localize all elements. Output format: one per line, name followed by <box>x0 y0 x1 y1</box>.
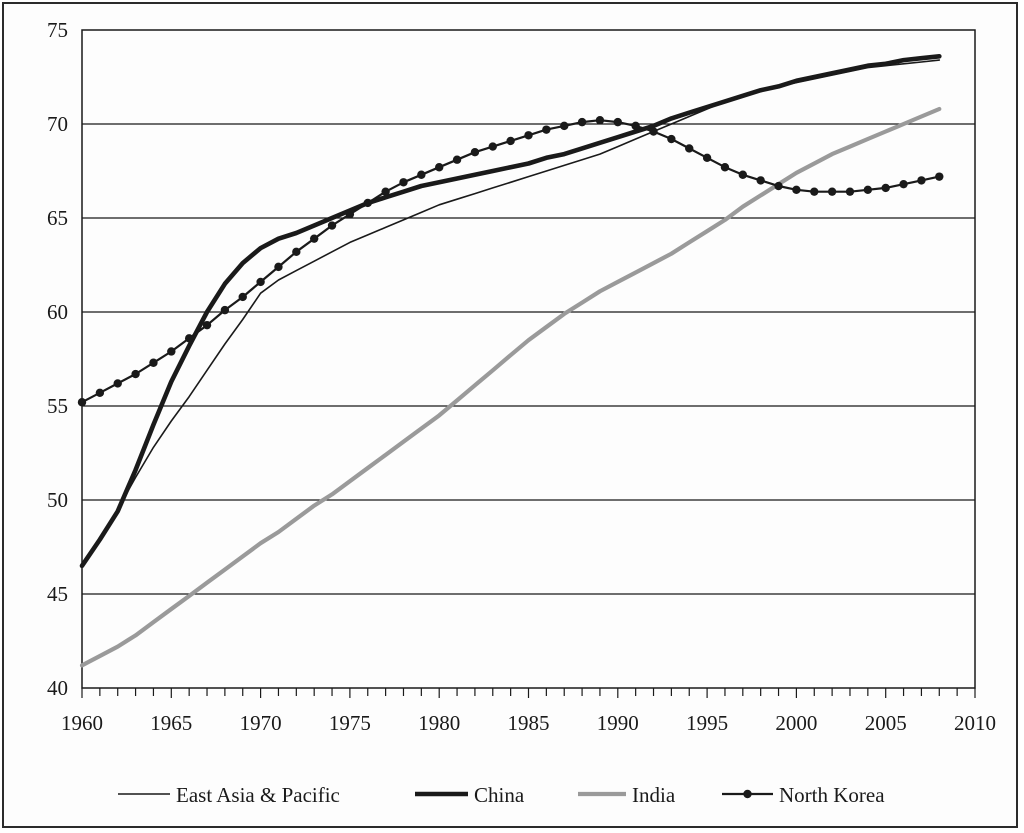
axis-ticks: 40 45 50 55 60 65 70 75 1960 1965 1970 1975 1980 1985… <box>47 18 996 735</box>
x-tick-label: 1980 <box>418 711 460 735</box>
data-point-north-korea <box>595 116 605 125</box>
data-point-north-korea <box>184 334 194 343</box>
data-point-north-korea <box>309 234 319 243</box>
data-point-north-korea <box>774 181 783 191</box>
data-point-north-korea <box>810 187 819 196</box>
data-point-north-korea <box>720 163 730 172</box>
data-point-north-korea <box>131 369 140 379</box>
data-point-north-korea <box>792 185 801 194</box>
data-point-north-korea <box>899 179 908 189</box>
y-tick-label: 45 <box>47 582 68 606</box>
x-tick-label: 1975 <box>329 711 371 735</box>
series-line-china <box>79 53 942 569</box>
data-point-north-korea <box>935 172 944 181</box>
data-point-north-korea <box>238 292 247 302</box>
plot-area <box>81 29 976 689</box>
data-point-north-korea <box>702 153 712 163</box>
data-point-north-korea <box>399 178 408 187</box>
data-point-north-korea <box>202 320 212 330</box>
data-point-north-korea <box>613 117 622 127</box>
series-line-india <box>79 106 942 668</box>
y-tick-label: 55 <box>47 394 68 418</box>
y-tick-label: 75 <box>47 18 68 42</box>
x-tick-label: 2005 <box>865 711 907 735</box>
x-tick-label: 1985 <box>508 711 550 735</box>
data-point-north-korea <box>417 170 426 179</box>
legend-label-india: India <box>632 783 676 807</box>
y-tick-label: 50 <box>47 488 68 512</box>
legend-label-north-korea: North Korea <box>779 783 885 807</box>
data-point-north-korea <box>256 277 265 287</box>
legend-marker-north-korea <box>743 789 752 799</box>
data-point-north-korea <box>77 398 87 407</box>
x-tick-label: 1960 <box>61 711 103 735</box>
data-point-north-korea <box>470 148 480 157</box>
x-tick-label: 2010 <box>954 711 996 735</box>
data-point-north-korea <box>917 176 926 185</box>
data-point-north-korea <box>488 142 497 151</box>
data-point-north-korea <box>292 247 301 257</box>
data-point-north-korea <box>827 187 837 196</box>
data-point-north-korea <box>560 121 569 131</box>
gridlines <box>82 123 975 595</box>
data-point-north-korea <box>220 305 230 315</box>
legend-label-china: China <box>474 783 525 807</box>
x-tick-label: 1965 <box>150 711 192 735</box>
legend-label-east-asia-pacific: East Asia & Pacific <box>176 783 340 807</box>
data-point-north-korea <box>631 121 640 131</box>
data-point-north-korea <box>542 125 551 134</box>
y-tick-label: 60 <box>47 300 68 324</box>
data-point-north-korea <box>345 210 355 219</box>
data-point-north-korea <box>667 134 676 144</box>
y-tick-label: 65 <box>47 206 68 230</box>
data-point-north-korea <box>95 388 105 398</box>
data-point-north-korea <box>167 347 176 356</box>
data-point-north-korea <box>381 187 390 196</box>
data-point-north-korea <box>274 262 283 272</box>
x-tick-label: 1995 <box>686 711 728 735</box>
data-point-north-korea <box>649 127 658 136</box>
series-line-north-korea <box>80 119 941 404</box>
data-point-north-korea <box>113 379 122 388</box>
x-tick-label: 1990 <box>597 711 639 735</box>
legend: East Asia & Pacific China India North Korea <box>118 783 885 807</box>
data-point-north-korea <box>881 183 890 193</box>
data-point-north-korea <box>327 221 337 230</box>
data-point-north-korea <box>845 187 855 196</box>
series-lines <box>77 53 944 668</box>
data-point-north-korea <box>149 358 158 367</box>
x-tick-label: 1970 <box>240 711 282 735</box>
data-point-north-korea <box>863 185 873 194</box>
y-tick-label: 70 <box>47 112 68 136</box>
x-tick-label: 2000 <box>775 711 817 735</box>
data-point-north-korea <box>738 170 748 179</box>
data-point-north-korea <box>756 176 765 185</box>
data-point-north-korea <box>577 117 587 127</box>
data-point-north-korea <box>452 155 462 164</box>
data-point-north-korea <box>685 144 694 153</box>
data-point-north-korea <box>506 136 515 146</box>
data-point-north-korea <box>435 163 444 172</box>
y-tick-label: 40 <box>47 676 68 700</box>
data-point-north-korea <box>363 198 372 208</box>
data-point-north-korea <box>524 131 533 140</box>
